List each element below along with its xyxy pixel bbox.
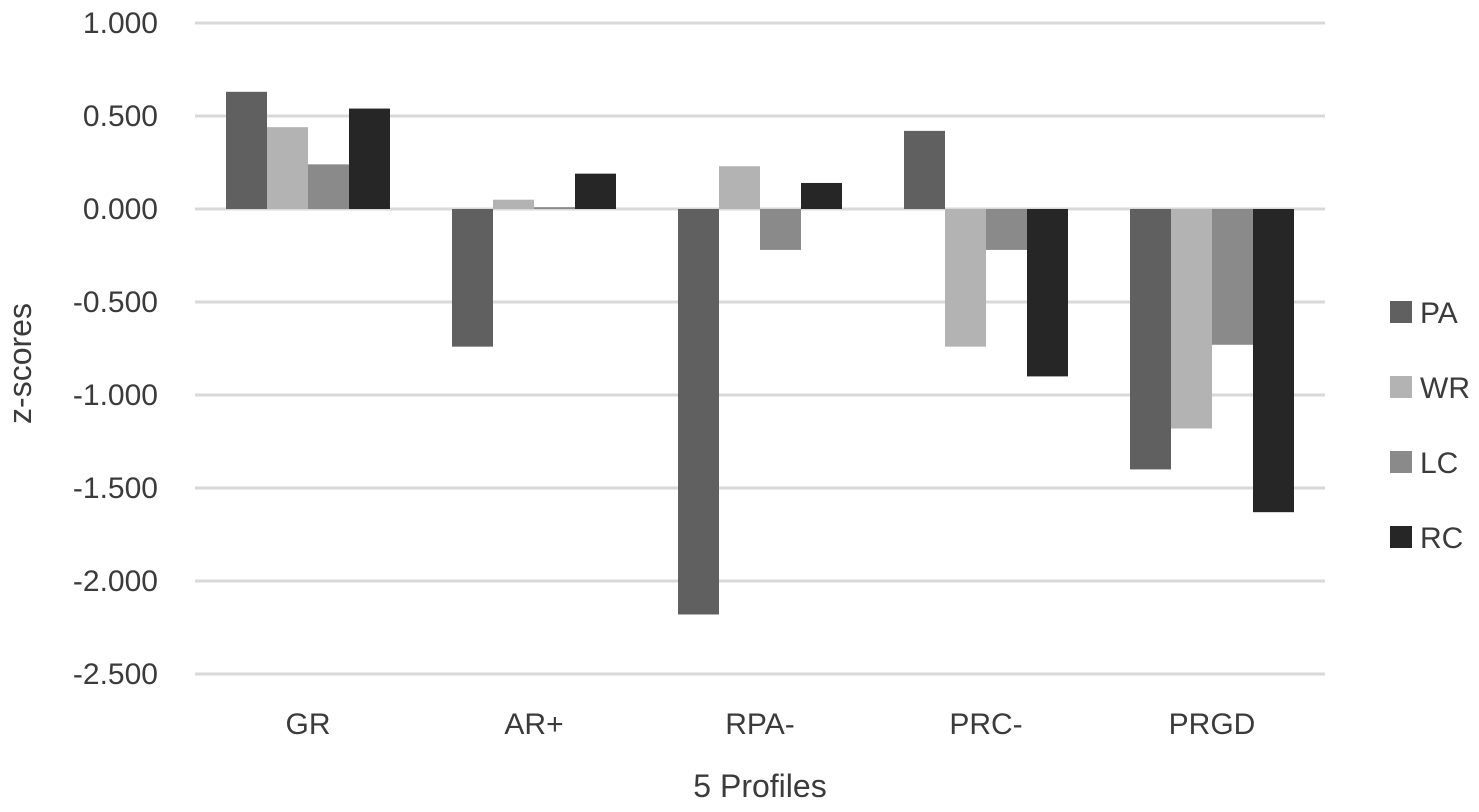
bar-lc-4 — [1212, 209, 1253, 345]
bar-pa-0 — [226, 91, 267, 209]
legend-label-wr: WR — [1420, 372, 1470, 405]
x-axis-ticks: GR AR+ RPA- PRC- PRGD — [286, 708, 1256, 741]
x-tick-label: RPA- — [725, 708, 794, 741]
bar-rc-0 — [349, 108, 390, 209]
bar-wr-0 — [267, 127, 308, 209]
bar-wr-4 — [1171, 209, 1212, 429]
legend-swatch-pa — [1390, 301, 1412, 323]
legend-label-pa: PA — [1420, 297, 1458, 330]
bar-rc-3 — [1027, 209, 1068, 377]
legend-swatch-rc — [1390, 526, 1412, 548]
legend: PA WR LC RC — [1390, 297, 1470, 555]
x-tick-label: AR+ — [504, 708, 563, 741]
y-tick-label: 0.500 — [83, 100, 158, 133]
y-tick-label: -1.500 — [73, 472, 158, 505]
legend-label-lc: LC — [1420, 447, 1458, 480]
y-tick-label: 1.000 — [83, 7, 158, 40]
bar-lc-1 — [534, 207, 575, 209]
y-tick-label: 0.000 — [83, 193, 158, 226]
y-axis-ticks: 1.000 0.500 0.000 -0.500 -1.000 -1.500 -2.000 -… — [73, 7, 158, 691]
legend-swatch-lc — [1390, 451, 1412, 473]
bar-rc-1 — [575, 173, 616, 209]
bar-lc-3 — [986, 209, 1027, 250]
bars — [226, 91, 1294, 615]
legend-label-rc: RC — [1420, 522, 1463, 555]
bar-pa-1 — [452, 209, 493, 347]
x-axis-title: 5 Profiles — [693, 768, 826, 804]
x-tick-label: GR — [286, 708, 331, 741]
legend-swatch-wr — [1390, 376, 1412, 398]
bar-pa-4 — [1130, 209, 1171, 470]
x-tick-label: PRGD — [1169, 708, 1256, 741]
x-tick-label: PRC- — [949, 708, 1022, 741]
bar-pa-2 — [678, 209, 719, 615]
bar-rc-2 — [801, 182, 842, 209]
y-tick-label: -2.500 — [73, 658, 158, 691]
y-axis-title: z-scores — [2, 303, 38, 424]
bar-wr-1 — [493, 199, 534, 209]
y-tick-label: -1.000 — [73, 379, 158, 412]
bar-pa-3 — [904, 130, 945, 209]
bar-lc-0 — [308, 164, 349, 209]
y-tick-label: -2.000 — [73, 565, 158, 598]
bar-wr-3 — [945, 209, 986, 347]
bar-wr-2 — [719, 166, 760, 209]
bar-lc-2 — [760, 209, 801, 250]
bar-rc-4 — [1253, 209, 1294, 513]
y-tick-label: -0.500 — [73, 286, 158, 319]
